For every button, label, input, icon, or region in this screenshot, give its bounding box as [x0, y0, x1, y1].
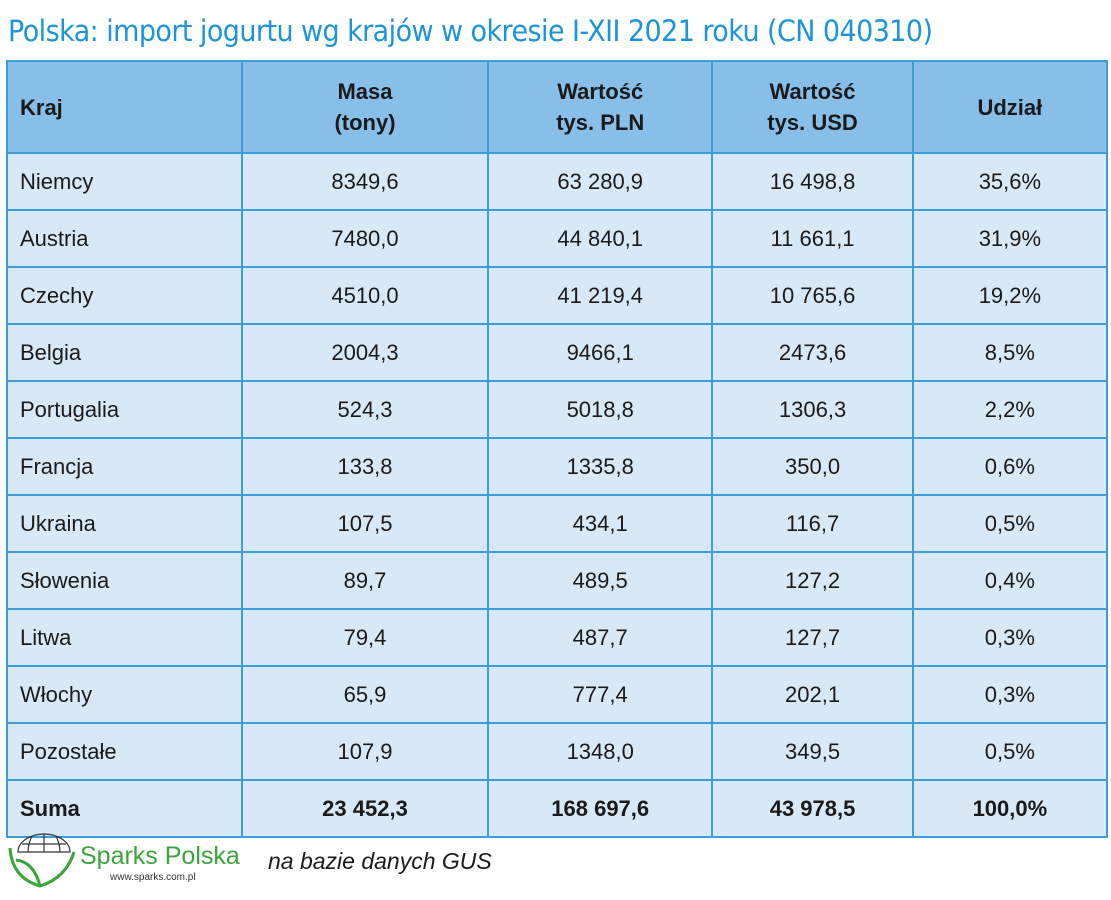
value-cell: 63 280,9: [487, 152, 714, 211]
table-row: Ukraina 107,5 434,1 116,7 0,5%: [6, 494, 1109, 553]
value-cell: 43 978,5: [711, 779, 914, 838]
header-text: Wartość: [769, 79, 856, 104]
globe-leaf-icon: [8, 833, 76, 888]
country-cell: Słowenia: [6, 551, 243, 610]
header-text: Udział: [977, 94, 1043, 120]
country-cell: Austria: [6, 209, 243, 268]
value-cell: 5018,8: [487, 380, 714, 439]
page-title: Polska: import jogurtu wg krajów w okres…: [8, 14, 933, 48]
value-cell: 1306,3: [711, 380, 914, 439]
column-header: Udział: [911, 60, 1109, 154]
column-header: Wartość tys. PLN: [487, 60, 714, 154]
value-cell: 79,4: [240, 608, 490, 667]
header-text: tys. USD: [767, 110, 858, 135]
header-text: Masa: [337, 79, 393, 104]
header-text: Wartość: [557, 79, 644, 104]
sparks-polska-logo: Sparks Polska www.sparks.com.pl: [8, 833, 240, 888]
country-cell: Suma: [6, 779, 243, 838]
value-cell: 8349,6: [240, 152, 490, 211]
value-cell: 0,3%: [911, 665, 1109, 724]
table-row: Czechy 4510,0 41 219,4 10 765,6 19,2%: [6, 266, 1109, 325]
country-cell: Portugalia: [6, 380, 243, 439]
logo-name: Sparks Polska: [80, 842, 240, 870]
value-cell: 434,1: [487, 494, 714, 553]
value-cell: 35,6%: [911, 152, 1109, 211]
value-cell: 0,5%: [911, 494, 1109, 553]
table-row: Włochy 65,9 777,4 202,1 0,3%: [6, 665, 1109, 724]
value-cell: 11 661,1: [711, 209, 914, 268]
value-cell: 1335,8: [487, 437, 714, 496]
column-header: Masa (tony): [240, 60, 490, 154]
column-header: Wartość tys. USD: [711, 60, 914, 154]
value-cell: 116,7: [711, 494, 914, 553]
table-row: Belgia 2004,3 9466,1 2473,6 8,5%: [6, 323, 1109, 382]
country-cell: Pozostałe: [6, 722, 243, 781]
value-cell: 2,2%: [911, 380, 1109, 439]
header-text: tys. PLN: [556, 110, 645, 135]
value-cell: 65,9: [240, 665, 490, 724]
value-cell: 0,5%: [911, 722, 1109, 781]
value-cell: 107,5: [240, 494, 490, 553]
value-cell: 168 697,6: [487, 779, 714, 838]
country-cell: Litwa: [6, 608, 243, 667]
logo-url: www.sparks.com.pl: [109, 872, 196, 883]
table-row: Słowenia 89,7 489,5 127,2 0,4%: [6, 551, 1109, 610]
country-cell: Francja: [6, 437, 243, 496]
value-cell: 127,7: [711, 608, 914, 667]
value-cell: 9466,1: [487, 323, 714, 382]
value-cell: 44 840,1: [487, 209, 714, 268]
value-cell: 349,5: [711, 722, 914, 781]
value-cell: 23 452,3: [240, 779, 490, 838]
table-row: Portugalia 524,3 5018,8 1306,3 2,2%: [6, 380, 1109, 439]
value-cell: 133,8: [240, 437, 490, 496]
value-cell: 2473,6: [711, 323, 914, 382]
country-cell: Ukraina: [6, 494, 243, 553]
value-cell: 1348,0: [487, 722, 714, 781]
country-cell: Belgia: [6, 323, 243, 382]
value-cell: 350,0: [711, 437, 914, 496]
value-cell: 202,1: [711, 665, 914, 724]
table-row: Pozostałe 107,9 1348,0 349,5 0,5%: [6, 722, 1109, 781]
header-text: Kraj: [20, 94, 63, 120]
value-cell: 107,9: [240, 722, 490, 781]
table-row: Niemcy 8349,6 63 280,9 16 498,8 35,6%: [6, 152, 1109, 211]
value-cell: 0,6%: [911, 437, 1109, 496]
value-cell: 487,7: [487, 608, 714, 667]
table-row: Austria 7480,0 44 840,1 11 661,1 31,9%: [6, 209, 1109, 268]
country-cell: Włochy: [6, 665, 243, 724]
value-cell: 8,5%: [911, 323, 1109, 382]
value-cell: 4510,0: [240, 266, 490, 325]
source-note: na bazie danych GUS: [268, 848, 492, 874]
value-cell: 0,4%: [911, 551, 1109, 610]
value-cell: 100,0%: [911, 779, 1109, 838]
total-row: Suma 23 452,3 168 697,6 43 978,5 100,0%: [6, 779, 1109, 838]
import-table: Kraj Masa (tony) Wartość tys. PLN Wartość tys.…: [6, 60, 1109, 838]
value-cell: 777,4: [487, 665, 714, 724]
value-cell: 524,3: [240, 380, 490, 439]
value-cell: 10 765,6: [711, 266, 914, 325]
value-cell: 7480,0: [240, 209, 490, 268]
value-cell: 489,5: [487, 551, 714, 610]
value-cell: 16 498,8: [711, 152, 914, 211]
value-cell: 2004,3: [240, 323, 490, 382]
column-header: Kraj: [6, 60, 243, 154]
value-cell: 89,7: [240, 551, 490, 610]
value-cell: 19,2%: [911, 266, 1109, 325]
value-cell: 127,2: [711, 551, 914, 610]
country-cell: Niemcy: [6, 152, 243, 211]
value-cell: 31,9%: [911, 209, 1109, 268]
header-row: Kraj Masa (tony) Wartość tys. PLN Wartość tys.…: [6, 60, 1109, 154]
header-text: (tony): [334, 110, 396, 135]
value-cell: 41 219,4: [487, 266, 714, 325]
country-cell: Czechy: [6, 266, 243, 325]
value-cell: 0,3%: [911, 608, 1109, 667]
table-row: Litwa 79,4 487,7 127,7 0,3%: [6, 608, 1109, 667]
table-row: Francja 133,8 1335,8 350,0 0,6%: [6, 437, 1109, 496]
